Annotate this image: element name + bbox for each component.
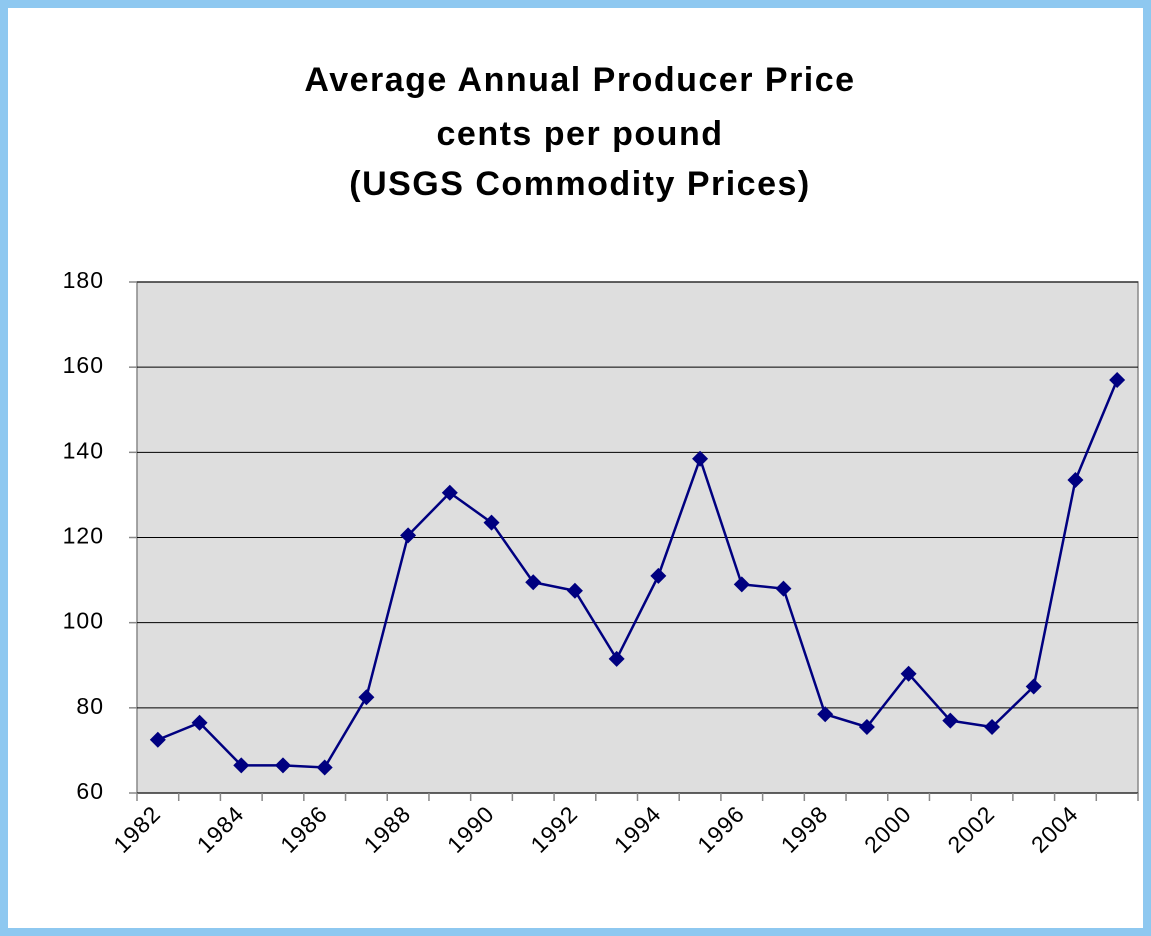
marker bbox=[566, 582, 583, 599]
marker bbox=[233, 757, 250, 774]
marker bbox=[525, 574, 542, 591]
y-tick-label: 80 bbox=[76, 693, 104, 719]
marker bbox=[608, 650, 625, 667]
marker bbox=[1067, 472, 1084, 489]
marker bbox=[858, 718, 875, 735]
marker bbox=[441, 484, 458, 501]
marker bbox=[191, 714, 208, 731]
marker bbox=[942, 712, 959, 729]
marker bbox=[274, 757, 291, 774]
y-tick-label: 160 bbox=[63, 352, 104, 378]
marker bbox=[1109, 371, 1126, 388]
title: Average Annual Producer Price cents per … bbox=[304, 61, 855, 203]
y-tick-label: 140 bbox=[63, 437, 104, 463]
y-tick-label: 60 bbox=[76, 778, 104, 804]
marker bbox=[149, 731, 166, 748]
marker bbox=[358, 689, 375, 706]
chart-title: (USGS Commodity Prices) bbox=[349, 165, 810, 203]
marker bbox=[400, 527, 417, 544]
marker bbox=[650, 567, 667, 584]
marker bbox=[817, 706, 834, 723]
chart-title: Average Annual Producer Price bbox=[304, 61, 855, 99]
marker bbox=[775, 580, 792, 597]
marker bbox=[984, 718, 1001, 735]
marker bbox=[483, 514, 500, 531]
marker bbox=[316, 759, 333, 776]
y-tick-label: 120 bbox=[63, 523, 104, 549]
y-tick-label: 180 bbox=[63, 267, 104, 293]
chart-title: cents per pound bbox=[437, 115, 724, 153]
y-tick-label: 100 bbox=[63, 608, 104, 634]
marker bbox=[692, 450, 709, 467]
marker bbox=[1025, 678, 1042, 695]
marker bbox=[900, 665, 917, 682]
marker bbox=[733, 576, 750, 593]
